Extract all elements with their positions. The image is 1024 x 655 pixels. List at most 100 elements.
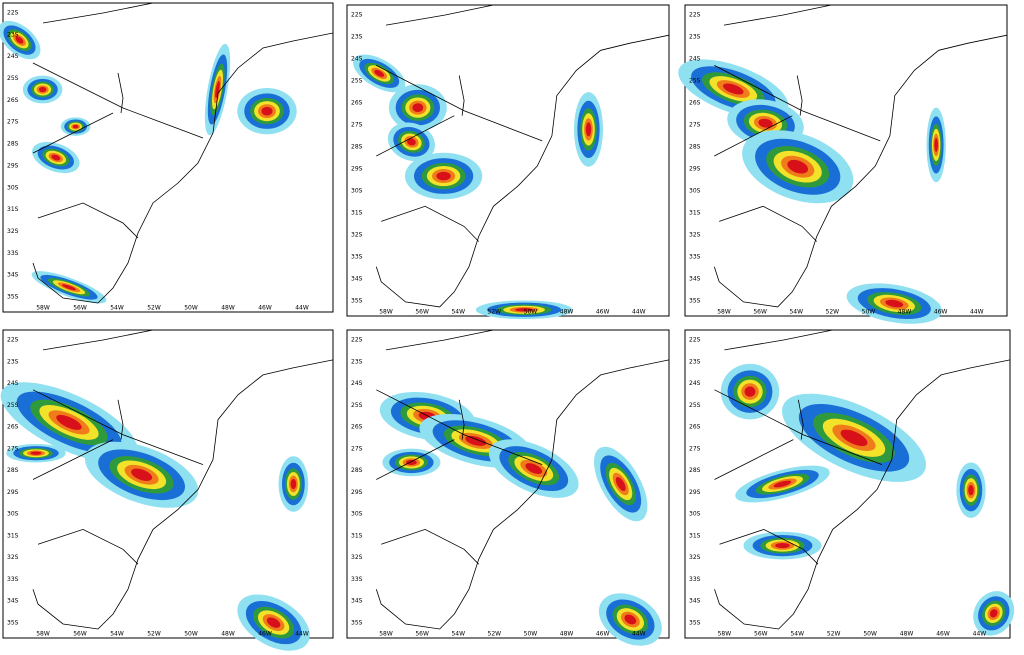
latitude-label: 29S	[7, 489, 19, 496]
latitude-label: 33S	[689, 576, 701, 583]
longitude-label: 58W	[36, 631, 50, 638]
precipitation-area	[62, 284, 76, 291]
longitude-label: 48W	[221, 305, 235, 312]
latitude-label: 26S	[7, 97, 19, 104]
latitude-label: 27S	[351, 445, 363, 452]
map-frame	[684, 4, 1008, 317]
latitude-label: 22S	[351, 337, 363, 344]
longitude-label: 52W	[147, 305, 161, 312]
precipitation-area	[406, 138, 416, 146]
longitude-label: 44W	[970, 309, 984, 316]
longitude-label: 52W	[488, 309, 502, 316]
coastline	[713, 34, 1008, 308]
longitude-label: 50W	[862, 309, 876, 316]
precipitation-area	[934, 137, 938, 152]
latitude-label: 24S	[689, 380, 701, 387]
precipitation-area	[465, 435, 487, 446]
precipitation-area	[624, 614, 637, 625]
longitude-label: 58W	[36, 305, 50, 312]
precipitation-area	[585, 122, 592, 137]
latitude-label: 33S	[689, 254, 701, 261]
latitude-label: 34S	[351, 598, 363, 605]
latitude-label: 25S	[7, 75, 19, 82]
latitude-label: 25S	[689, 78, 701, 85]
longitude-label: 46W	[596, 631, 610, 638]
latitude-label: 24S	[7, 380, 19, 387]
latitude-label: 29S	[689, 166, 701, 173]
precipitation-area	[723, 83, 744, 95]
precipitation-area	[374, 69, 385, 77]
precipitation-area	[51, 154, 61, 161]
longitude-label: 52W	[147, 631, 161, 638]
latitude-label: 22S	[7, 337, 19, 344]
precipitation-area	[758, 118, 773, 128]
latitude-label: 26S	[351, 424, 363, 431]
precipitation-area	[405, 459, 417, 466]
precipitation-area	[131, 468, 153, 481]
latitude-label: 35S	[351, 620, 363, 627]
precipitation-area	[968, 484, 974, 496]
latitude-label: 34S	[7, 272, 19, 279]
precipitation-area	[38, 86, 47, 93]
border	[714, 329, 883, 565]
longitude-label: 58W	[717, 309, 731, 316]
precipitation-area	[30, 451, 42, 455]
latitude-label: 32S	[689, 554, 701, 561]
longitude-label: 56W	[73, 631, 87, 638]
latitude-label: 25S	[7, 402, 19, 409]
latitude-label: 35S	[7, 620, 19, 627]
longitude-label: 54W	[110, 305, 124, 312]
longitude-label: 48W	[221, 631, 235, 638]
precipitation-area	[989, 609, 998, 618]
precipitation-area	[885, 299, 904, 308]
latitude-label: 24S	[351, 380, 363, 387]
latitude-label: 23S	[351, 358, 363, 365]
latitude-label: 30S	[7, 511, 19, 518]
latitude-label: 23S	[689, 34, 701, 41]
map-panel: 22S 23S 24S 25S 26S 27S 28S 29S 30S 31S 32S 33S 34S 3…	[0, 329, 334, 651]
latitude-label: 33S	[351, 576, 363, 583]
precipitation-area	[775, 543, 790, 549]
latitude-label: 26S	[7, 424, 19, 431]
longitude-label: 50W	[524, 309, 538, 316]
latitude-label: 27S	[689, 445, 701, 452]
border	[376, 329, 543, 565]
longitude-label: 56W	[415, 309, 429, 316]
latitude-label: 26S	[689, 100, 701, 107]
longitude-label: 46W	[934, 309, 948, 316]
latitude-label: 23S	[351, 34, 363, 41]
latitude-label: 35S	[7, 294, 19, 301]
coastline	[714, 359, 1011, 630]
latitude-label: 28S	[689, 467, 701, 474]
latitude-label: 28S	[351, 144, 363, 151]
precipitation-area	[515, 308, 534, 312]
latitude-label: 34S	[689, 598, 701, 605]
precipitation-area	[773, 480, 792, 488]
latitude-label: 27S	[7, 445, 19, 452]
latitude-label: 30S	[351, 511, 363, 518]
border	[32, 2, 204, 239]
longitude-label: 50W	[524, 631, 538, 638]
latitude-label: 33S	[7, 576, 19, 583]
border	[32, 329, 204, 565]
latitude-label: 22S	[689, 12, 701, 19]
longitude-label: 58W	[379, 631, 393, 638]
longitude-label: 58W	[718, 631, 732, 638]
longitude-label: 46W	[258, 305, 272, 312]
latitude-label: 32S	[7, 228, 19, 235]
precipitation-area	[744, 386, 756, 397]
latitude-label: 35S	[689, 620, 701, 627]
latitude-label: 27S	[351, 122, 363, 129]
latitude-label: 33S	[351, 254, 363, 261]
latitude-label: 30S	[689, 188, 701, 195]
longitude-label: 50W	[184, 305, 198, 312]
latitude-label: 23S	[7, 31, 19, 38]
coastline	[32, 359, 334, 630]
precipitation-area	[525, 463, 543, 475]
precipitation-area	[266, 617, 281, 628]
longitude-label: 44W	[973, 631, 987, 638]
latitude-label: 27S	[689, 122, 701, 129]
latitude-label: 23S	[7, 358, 19, 365]
latitude-label: 32S	[351, 232, 363, 239]
